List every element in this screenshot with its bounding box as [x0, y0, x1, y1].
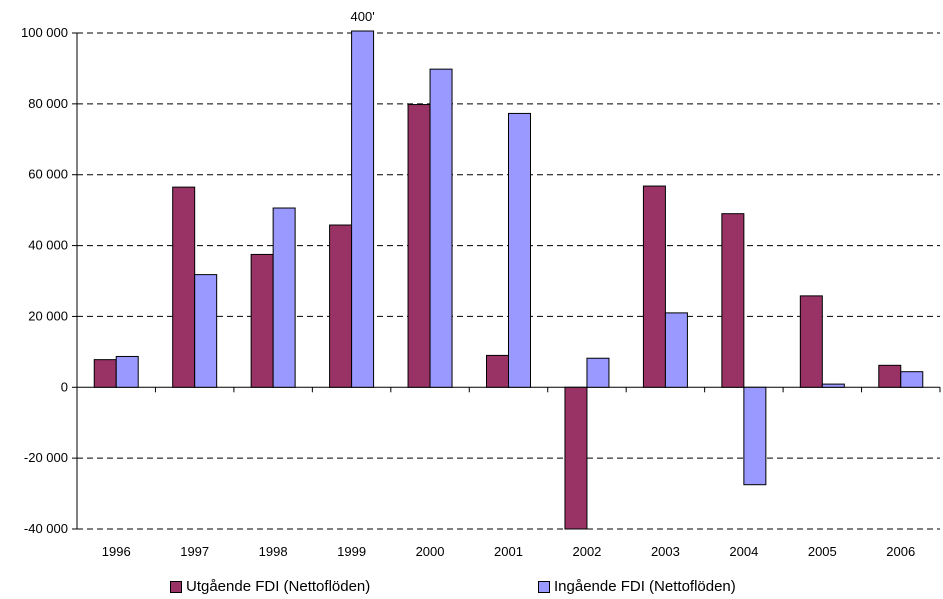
x-tick-label: 2005: [808, 544, 837, 559]
bar-utgaende-1998: [250, 253, 274, 388]
bar-ingaende-1997: [194, 274, 218, 388]
bar-utgaende-1996: [93, 359, 117, 388]
bar-utgaende-1997: [172, 186, 196, 388]
bar-ingaende-1998: [272, 207, 296, 388]
y-tick-label: -20 000: [24, 450, 68, 465]
bar-ingaende-2000: [429, 68, 453, 388]
labels: -40 000 -20 000 0 20 000 40 000 60 000 80 000 1…: [21, 9, 915, 559]
bar-ingaende-2006: [900, 371, 924, 388]
legend-swatch-ingaende: [538, 580, 550, 593]
y-tick-label: 60 000: [28, 167, 68, 182]
bars: [93, 30, 924, 530]
legend-label-utgaende: Utgående FDI (Nettoflöden): [186, 578, 371, 595]
legend: Utgående FDI (Nettoflöden) Ingående FDI …: [0, 578, 943, 598]
bar-ingaende-2004: [743, 386, 767, 486]
bar-utgaende-2003: [642, 185, 666, 388]
y-tick-label: 100 000: [21, 25, 68, 40]
y-tick-label: -40 000: [24, 521, 68, 536]
bar-ingaende-1999: [351, 30, 375, 388]
legend-item-utgaende: Utgående FDI (Nettoflöden): [170, 578, 370, 595]
bar-utgaende-2004: [721, 213, 745, 388]
legend-item-ingaende: Ingående FDI (Nettoflöden): [538, 578, 736, 595]
y-tick-label: 80 000: [28, 96, 68, 111]
x-tick-label: 2002: [572, 544, 601, 559]
y-tick-label: 0: [61, 379, 68, 394]
x-tick-label: 2006: [886, 544, 915, 559]
bar-utgaende-2002: [564, 386, 588, 530]
x-tick-label: 1998: [259, 544, 288, 559]
x-tick-label: 2000: [416, 544, 445, 559]
y-tick-label: 40 000: [28, 238, 68, 253]
x-tick-label: 2003: [651, 544, 680, 559]
x-tick-label: 2004: [729, 544, 758, 559]
bar-utgaende-2001: [486, 354, 509, 388]
x-tick-label: 1999: [337, 544, 366, 559]
bar-ingaende-2001: [508, 112, 531, 388]
x-tick-label: 1996: [102, 544, 131, 559]
bar-ingaende-1996: [115, 355, 139, 388]
x-tick-label: 1997: [180, 544, 209, 559]
bar-ingaende-2003: [664, 312, 688, 388]
y-tick-label: 20 000: [28, 308, 68, 323]
x-tick-label: 2001: [494, 544, 523, 559]
bar-utgaende-2000: [407, 104, 431, 388]
legend-swatch-utgaende: [170, 580, 182, 593]
bar-utgaende-2005: [799, 295, 823, 388]
bar-utgaende-1999: [329, 224, 353, 388]
data-label: 400': [351, 9, 375, 24]
bar-utgaende-2006: [878, 364, 902, 388]
legend-label-ingaende: Ingående FDI (Nettoflöden): [554, 578, 736, 595]
bar-ingaende-2005: [821, 383, 845, 388]
bar-ingaende-2002: [586, 357, 610, 388]
